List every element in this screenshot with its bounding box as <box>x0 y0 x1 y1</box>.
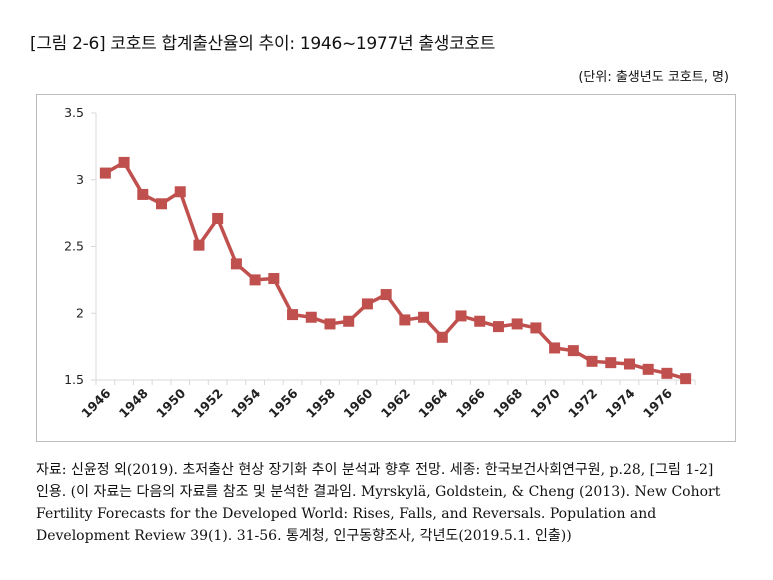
data-point <box>193 239 205 251</box>
x-tick-label: 1962 <box>378 386 413 421</box>
data-point <box>680 373 692 385</box>
y-tick-label: 2 <box>76 305 84 320</box>
x-tick-label: 1968 <box>490 386 525 421</box>
x-tick-label: 1966 <box>453 385 488 420</box>
data-point <box>436 331 448 343</box>
unit-note: (단위: 출생년도 코호트, 명) <box>578 70 729 85</box>
x-tick-label: 1954 <box>228 385 263 420</box>
data-point <box>474 315 486 327</box>
data-point <box>324 318 336 330</box>
y-tick-label: 3 <box>76 172 84 187</box>
data-point <box>99 167 111 179</box>
data-point <box>399 314 411 326</box>
source-label: 자료: <box>36 462 67 478</box>
data-point <box>605 357 617 369</box>
source-note: 자료: 신윤정 외(2019). 초저출산 현상 장기화 추이 분석과 향후 전… <box>36 459 726 547</box>
x-tick-label: 1970 <box>528 385 563 420</box>
x-tick-label: 1964 <box>415 385 450 420</box>
data-point <box>268 273 280 285</box>
y-tick-label: 3.5 <box>64 105 84 120</box>
x-tick-label: 1948 <box>116 386 151 421</box>
data-point <box>586 355 598 367</box>
series-line <box>103 160 688 381</box>
x-tick-label: 1950 <box>153 385 188 420</box>
x-tick-label: 1972 <box>565 386 600 421</box>
data-point <box>567 345 579 357</box>
data-point <box>511 318 523 330</box>
data-point <box>492 321 504 333</box>
y-tick-label: 1.5 <box>64 372 84 387</box>
data-point <box>661 367 673 379</box>
y-tick-label: 2.5 <box>64 239 84 254</box>
x-tick-label: 1976 <box>640 385 675 420</box>
x-tick-label: 1946 <box>78 385 113 420</box>
data-point <box>623 358 635 370</box>
data-point <box>287 309 299 321</box>
x-tick-label: 1958 <box>303 386 338 421</box>
data-point <box>230 258 242 270</box>
data-point <box>249 274 261 286</box>
data-point <box>305 311 317 323</box>
data-point <box>137 188 149 200</box>
chart-frame: 1.5 2 2.5 3 3.5 1946 1948 1950 1952 1954 1956 1958 1… <box>36 94 736 442</box>
data-point <box>530 322 542 334</box>
x-tick-label: 1956 <box>265 385 300 420</box>
data-point <box>455 310 467 322</box>
figure-title: [그림 2-6] 코호트 합계출산율의 추이: 1946~1977년 출생코호트 <box>30 34 496 54</box>
x-tick-label: 1960 <box>340 385 375 420</box>
source-text: 신윤정 외(2019). 초저출산 현상 장기화 추이 분석과 향후 전망. 세… <box>36 462 721 544</box>
data-point <box>549 342 561 354</box>
data-point <box>343 315 355 327</box>
data-point <box>174 186 186 198</box>
data-point <box>212 212 224 224</box>
data-point <box>156 198 168 210</box>
x-tick-label: 1974 <box>602 385 637 420</box>
data-point <box>361 298 373 310</box>
x-tick-label: 1952 <box>191 386 226 421</box>
data-point <box>642 363 654 375</box>
data-point <box>118 156 130 168</box>
data-point <box>418 311 430 323</box>
data-point <box>380 289 392 301</box>
